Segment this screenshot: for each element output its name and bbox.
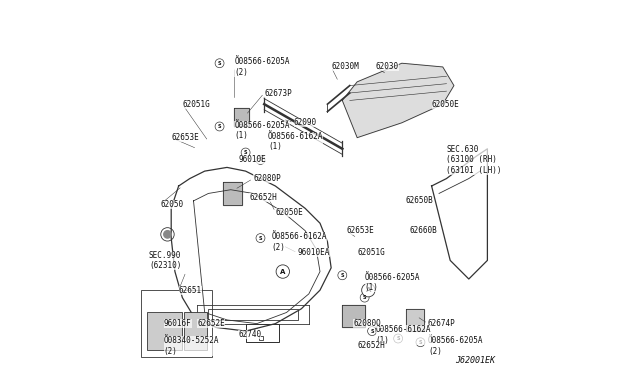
Polygon shape: [342, 305, 365, 327]
Text: 62653E: 62653E: [172, 133, 199, 142]
Text: 62080P: 62080P: [253, 174, 281, 183]
Text: S: S: [363, 295, 366, 300]
Text: SEC.630
(63100 (RH)
(6310I (LH)): SEC.630 (63100 (RH) (6310I (LH)): [447, 145, 502, 175]
Text: 62051G: 62051G: [357, 248, 385, 257]
Polygon shape: [223, 182, 242, 205]
Text: 62673P: 62673P: [264, 89, 292, 97]
Text: Õ08566-6162A
(1): Õ08566-6162A (1): [376, 325, 431, 344]
Text: Õ08566-6205A
(1): Õ08566-6205A (1): [365, 273, 420, 292]
Text: S: S: [340, 273, 344, 278]
Text: 62652H: 62652H: [250, 193, 277, 202]
Text: S: S: [259, 235, 262, 241]
Text: 62674P: 62674P: [428, 319, 456, 328]
Polygon shape: [234, 108, 250, 126]
Text: Õ08566-6205A
(1): Õ08566-6205A (1): [234, 121, 290, 140]
Text: Õ08566-6205A
(2): Õ08566-6205A (2): [234, 57, 290, 77]
Text: 62080Q: 62080Q: [353, 319, 381, 328]
Text: Õ08566-6162A
(2): Õ08566-6162A (2): [271, 232, 327, 251]
Text: 62651: 62651: [179, 286, 202, 295]
Polygon shape: [406, 309, 424, 331]
Bar: [141, 290, 212, 357]
Text: 62030: 62030: [376, 62, 399, 71]
Polygon shape: [342, 63, 454, 138]
Bar: [184, 312, 207, 350]
Text: 62051G: 62051G: [182, 100, 210, 109]
Text: A: A: [365, 287, 371, 293]
Text: 62050E: 62050E: [431, 100, 460, 109]
Text: 62090: 62090: [294, 118, 317, 127]
Text: 62653E: 62653E: [346, 226, 374, 235]
Text: S: S: [396, 336, 400, 341]
Text: 62652H: 62652H: [357, 341, 385, 350]
Text: S: S: [218, 124, 221, 129]
Bar: [246, 324, 279, 342]
Circle shape: [362, 283, 375, 297]
Text: 62740: 62740: [238, 330, 261, 339]
Text: J62001EK: J62001EK: [455, 356, 495, 365]
Text: 62660B: 62660B: [410, 226, 437, 235]
Text: Õ08566-6205A
(2): Õ08566-6205A (2): [428, 336, 483, 356]
Text: SEC.990
(62310): SEC.990 (62310): [149, 251, 181, 270]
Text: Õ08566-6162A
(1): Õ08566-6162A (1): [268, 132, 323, 151]
Text: S: S: [218, 61, 221, 66]
Text: 96010E: 96010E: [238, 155, 266, 164]
Text: A: A: [280, 269, 285, 275]
Text: 96010EA: 96010EA: [298, 248, 330, 257]
Text: 62030M: 62030M: [331, 62, 359, 71]
Text: S: S: [244, 150, 247, 155]
Bar: [259, 336, 263, 340]
Text: 62050: 62050: [160, 200, 183, 209]
Text: 62650B: 62650B: [406, 196, 433, 205]
Circle shape: [164, 231, 172, 238]
Bar: [209, 309, 298, 320]
Text: 96016F: 96016F: [164, 319, 191, 328]
Bar: [147, 312, 182, 350]
Text: S: S: [371, 328, 374, 334]
Text: 62050E: 62050E: [275, 208, 303, 217]
Circle shape: [276, 265, 289, 278]
Text: Õ08340-5252A
(2): Õ08340-5252A (2): [164, 336, 220, 356]
Text: 62652E: 62652E: [197, 319, 225, 328]
Text: S: S: [419, 340, 422, 345]
Text: S: S: [259, 157, 262, 163]
